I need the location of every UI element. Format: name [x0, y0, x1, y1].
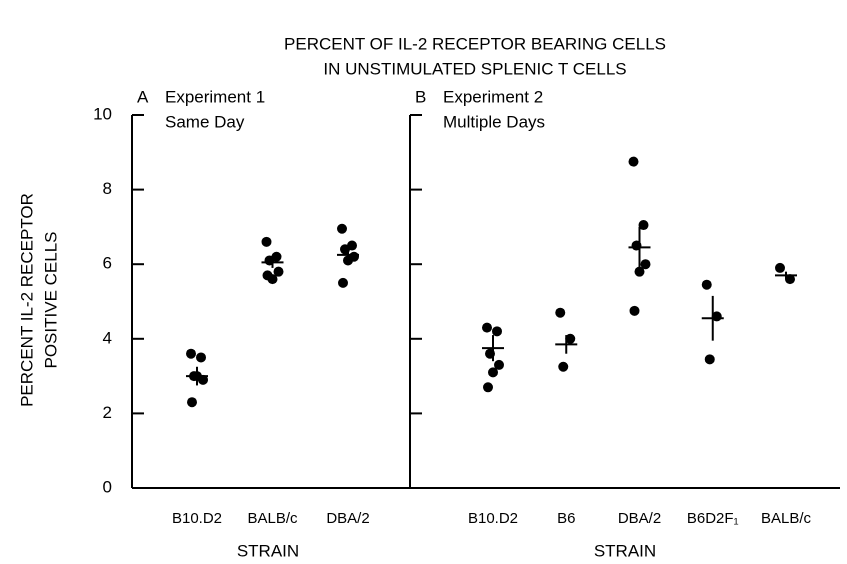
- data-point: [483, 382, 493, 393]
- y-tick-label: 6: [103, 254, 112, 273]
- y-label-line: PERCENT IL-2 RECEPTOR: [17, 193, 36, 407]
- panel-sublabel: Same Day: [165, 112, 245, 131]
- x-tick-label: BALB/c: [761, 510, 812, 527]
- data-point: [273, 266, 284, 277]
- x-tick-label: B10.D2: [468, 510, 518, 527]
- data-point: [628, 156, 639, 167]
- x-tick-label: DBA/2: [618, 510, 661, 527]
- data-point: [638, 220, 649, 231]
- panel-sublabel: Multiple Days: [443, 112, 545, 131]
- x-tick-label: BALB/c: [247, 510, 298, 527]
- panel-letter: A: [137, 87, 149, 106]
- data-point: [196, 352, 206, 363]
- y-label: PERCENT IL-2 RECEPTOR POSITIVE CELLS: [17, 193, 60, 407]
- y-tick-label: 2: [103, 403, 112, 422]
- y-tick-label: 10: [93, 104, 112, 123]
- data-point: [701, 279, 712, 290]
- x-label: STRAIN: [237, 541, 299, 560]
- data-point: [492, 326, 502, 337]
- data-point: [187, 397, 197, 408]
- data-point: [338, 277, 348, 288]
- data-point: [704, 354, 715, 365]
- x-tick-label: DBA/2: [326, 510, 369, 527]
- y-tick-label: 8: [103, 179, 112, 198]
- data-point: [262, 270, 273, 281]
- y-tick-label: 4: [103, 328, 112, 347]
- data-point: [488, 367, 498, 378]
- data-point: [494, 359, 504, 370]
- data-point: [186, 348, 196, 359]
- data-point: [558, 361, 569, 372]
- data-point: [640, 259, 651, 270]
- x-tick-label: B10.D2: [172, 510, 222, 527]
- data-point: [261, 236, 272, 247]
- data-point: [482, 322, 492, 333]
- data-point: [337, 223, 347, 234]
- chart-title: PERCENT OF IL-2 RECEPTOR BEARING CELLS: [284, 34, 666, 53]
- panel-label: Experiment 2: [443, 87, 543, 106]
- data-point: [634, 266, 645, 277]
- x-label: STRAIN: [594, 541, 656, 560]
- data-point: [565, 333, 576, 344]
- x-tick-label: B6D2F₁: [687, 510, 739, 527]
- data-point: [555, 307, 566, 318]
- chart-title: IN UNSTIMULATED SPLENIC T CELLS: [323, 59, 626, 78]
- data-point: [629, 305, 640, 316]
- x-tick-label: B6: [557, 510, 575, 527]
- y-tick-label: 0: [103, 477, 112, 496]
- panel-label: Experiment 1: [165, 87, 265, 106]
- panel-letter: B: [415, 87, 426, 106]
- data-point: [785, 274, 795, 285]
- y-label-line: POSITIVE CELLS: [41, 232, 60, 369]
- data-point: [775, 262, 785, 273]
